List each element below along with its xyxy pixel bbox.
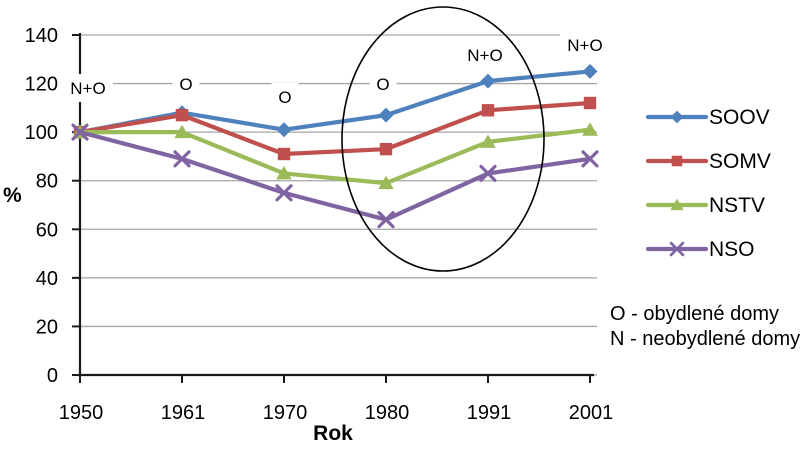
marker-square xyxy=(277,147,291,161)
series-layer xyxy=(71,63,599,229)
y-tick-label: 140 xyxy=(25,25,58,47)
annotation-bg xyxy=(369,70,397,98)
marker-diamond xyxy=(670,110,684,124)
marker-triangle xyxy=(480,134,496,148)
series-line-nstv xyxy=(77,127,593,186)
annotation-bg xyxy=(560,31,610,59)
marker-x xyxy=(71,123,89,141)
axes-layer xyxy=(72,33,594,383)
y-tick-label: 60 xyxy=(36,219,58,241)
marker-x xyxy=(377,210,395,229)
y-tick-label: 0 xyxy=(47,365,58,387)
notes: O - obydlené domy N - neobydlené domy xyxy=(610,303,800,350)
annotation-bg xyxy=(172,70,200,98)
y-tick-label: 80 xyxy=(36,171,58,193)
annotation-label: O xyxy=(376,75,389,94)
x-tick-label: 1950 xyxy=(59,402,104,424)
y-axis-title: % xyxy=(3,184,22,207)
marker-x xyxy=(173,150,191,168)
legend-symbol-nso xyxy=(645,241,709,257)
y-tick-label: 120 xyxy=(25,74,58,96)
annotation-label: O xyxy=(278,88,291,107)
series-line-nso xyxy=(77,130,593,222)
marker-triangle xyxy=(670,198,684,211)
marker-square xyxy=(175,108,189,122)
marker-x xyxy=(479,164,497,183)
marker-square xyxy=(671,155,683,167)
marker-square xyxy=(379,142,393,156)
annotation-bg xyxy=(63,74,113,102)
annotation-label: N+O xyxy=(70,79,105,98)
marker-diamond xyxy=(276,122,292,138)
annotation-label: N+O xyxy=(467,46,502,65)
marker-square xyxy=(583,96,597,110)
marker-x xyxy=(669,241,685,257)
legend-label-somv: SOMV xyxy=(709,150,771,173)
legend-label-nso: NSO xyxy=(709,238,755,261)
legend-label-nstv: NSTV xyxy=(709,194,765,217)
marker-x xyxy=(275,184,293,202)
annotations-layer: N+O O O O N+O N+O xyxy=(63,31,610,111)
marker-triangle xyxy=(582,122,598,136)
x-tick-label: 1991 xyxy=(467,402,512,424)
note-obydlene: O - obydlené domy xyxy=(610,303,779,325)
x-axis-title: Rok xyxy=(313,422,353,445)
x-tick-label: 1970 xyxy=(263,402,308,424)
annotation-label: O xyxy=(179,75,192,94)
marker-triangle xyxy=(174,124,190,139)
annotation-label: N+O xyxy=(567,36,602,55)
marker-diamond xyxy=(378,107,394,123)
y-tick-label: 40 xyxy=(36,268,58,290)
x-tick-label: 1961 xyxy=(161,402,206,424)
y-tick-label: 20 xyxy=(36,316,58,338)
series-soov xyxy=(72,63,598,140)
series-nso xyxy=(71,123,599,229)
marker-diamond xyxy=(480,73,496,89)
marker-triangle xyxy=(276,165,292,180)
y-tick-label: 100 xyxy=(25,122,58,144)
marker-square xyxy=(481,104,495,117)
legend-symbol-nstv xyxy=(645,198,709,211)
annotation-bg xyxy=(271,83,299,111)
legend-symbol-soov xyxy=(645,110,709,124)
series-line-somv xyxy=(77,100,593,157)
marker-x xyxy=(581,150,599,168)
legend-label-soov: SOOV xyxy=(709,106,770,129)
tick-labels-layer: 0 20 40 60 80 100 120 140 1950 1961 1970 1980 1991 20… xyxy=(25,25,614,424)
highlight-ellipse xyxy=(341,6,545,272)
legend: SOOV SOMV NSTV NSO xyxy=(645,106,771,261)
annotation-bg xyxy=(460,41,510,69)
x-tick-label: 2001 xyxy=(569,402,614,424)
marker-triangle xyxy=(378,175,394,190)
x-tick-label: 1980 xyxy=(365,402,410,424)
series-line-soov xyxy=(77,69,593,135)
marker-diamond xyxy=(582,63,598,79)
legend-symbol-somv xyxy=(645,155,709,167)
note-neobydlene: N - neobydlené domy xyxy=(610,328,800,350)
